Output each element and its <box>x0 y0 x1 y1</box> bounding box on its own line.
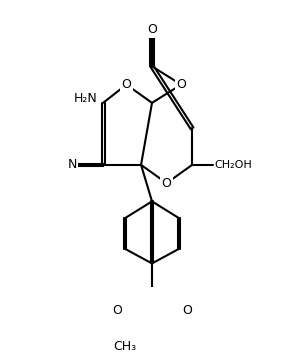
Text: O: O <box>182 304 192 318</box>
Text: O: O <box>122 78 131 91</box>
Text: O: O <box>112 304 122 318</box>
Text: CH₂OH: CH₂OH <box>215 160 252 170</box>
Text: H₂N: H₂N <box>74 93 97 105</box>
Text: O: O <box>162 177 171 190</box>
Text: O: O <box>176 78 186 91</box>
Text: CH₃: CH₃ <box>113 340 136 352</box>
Text: N: N <box>68 158 77 171</box>
Text: O: O <box>147 23 157 36</box>
